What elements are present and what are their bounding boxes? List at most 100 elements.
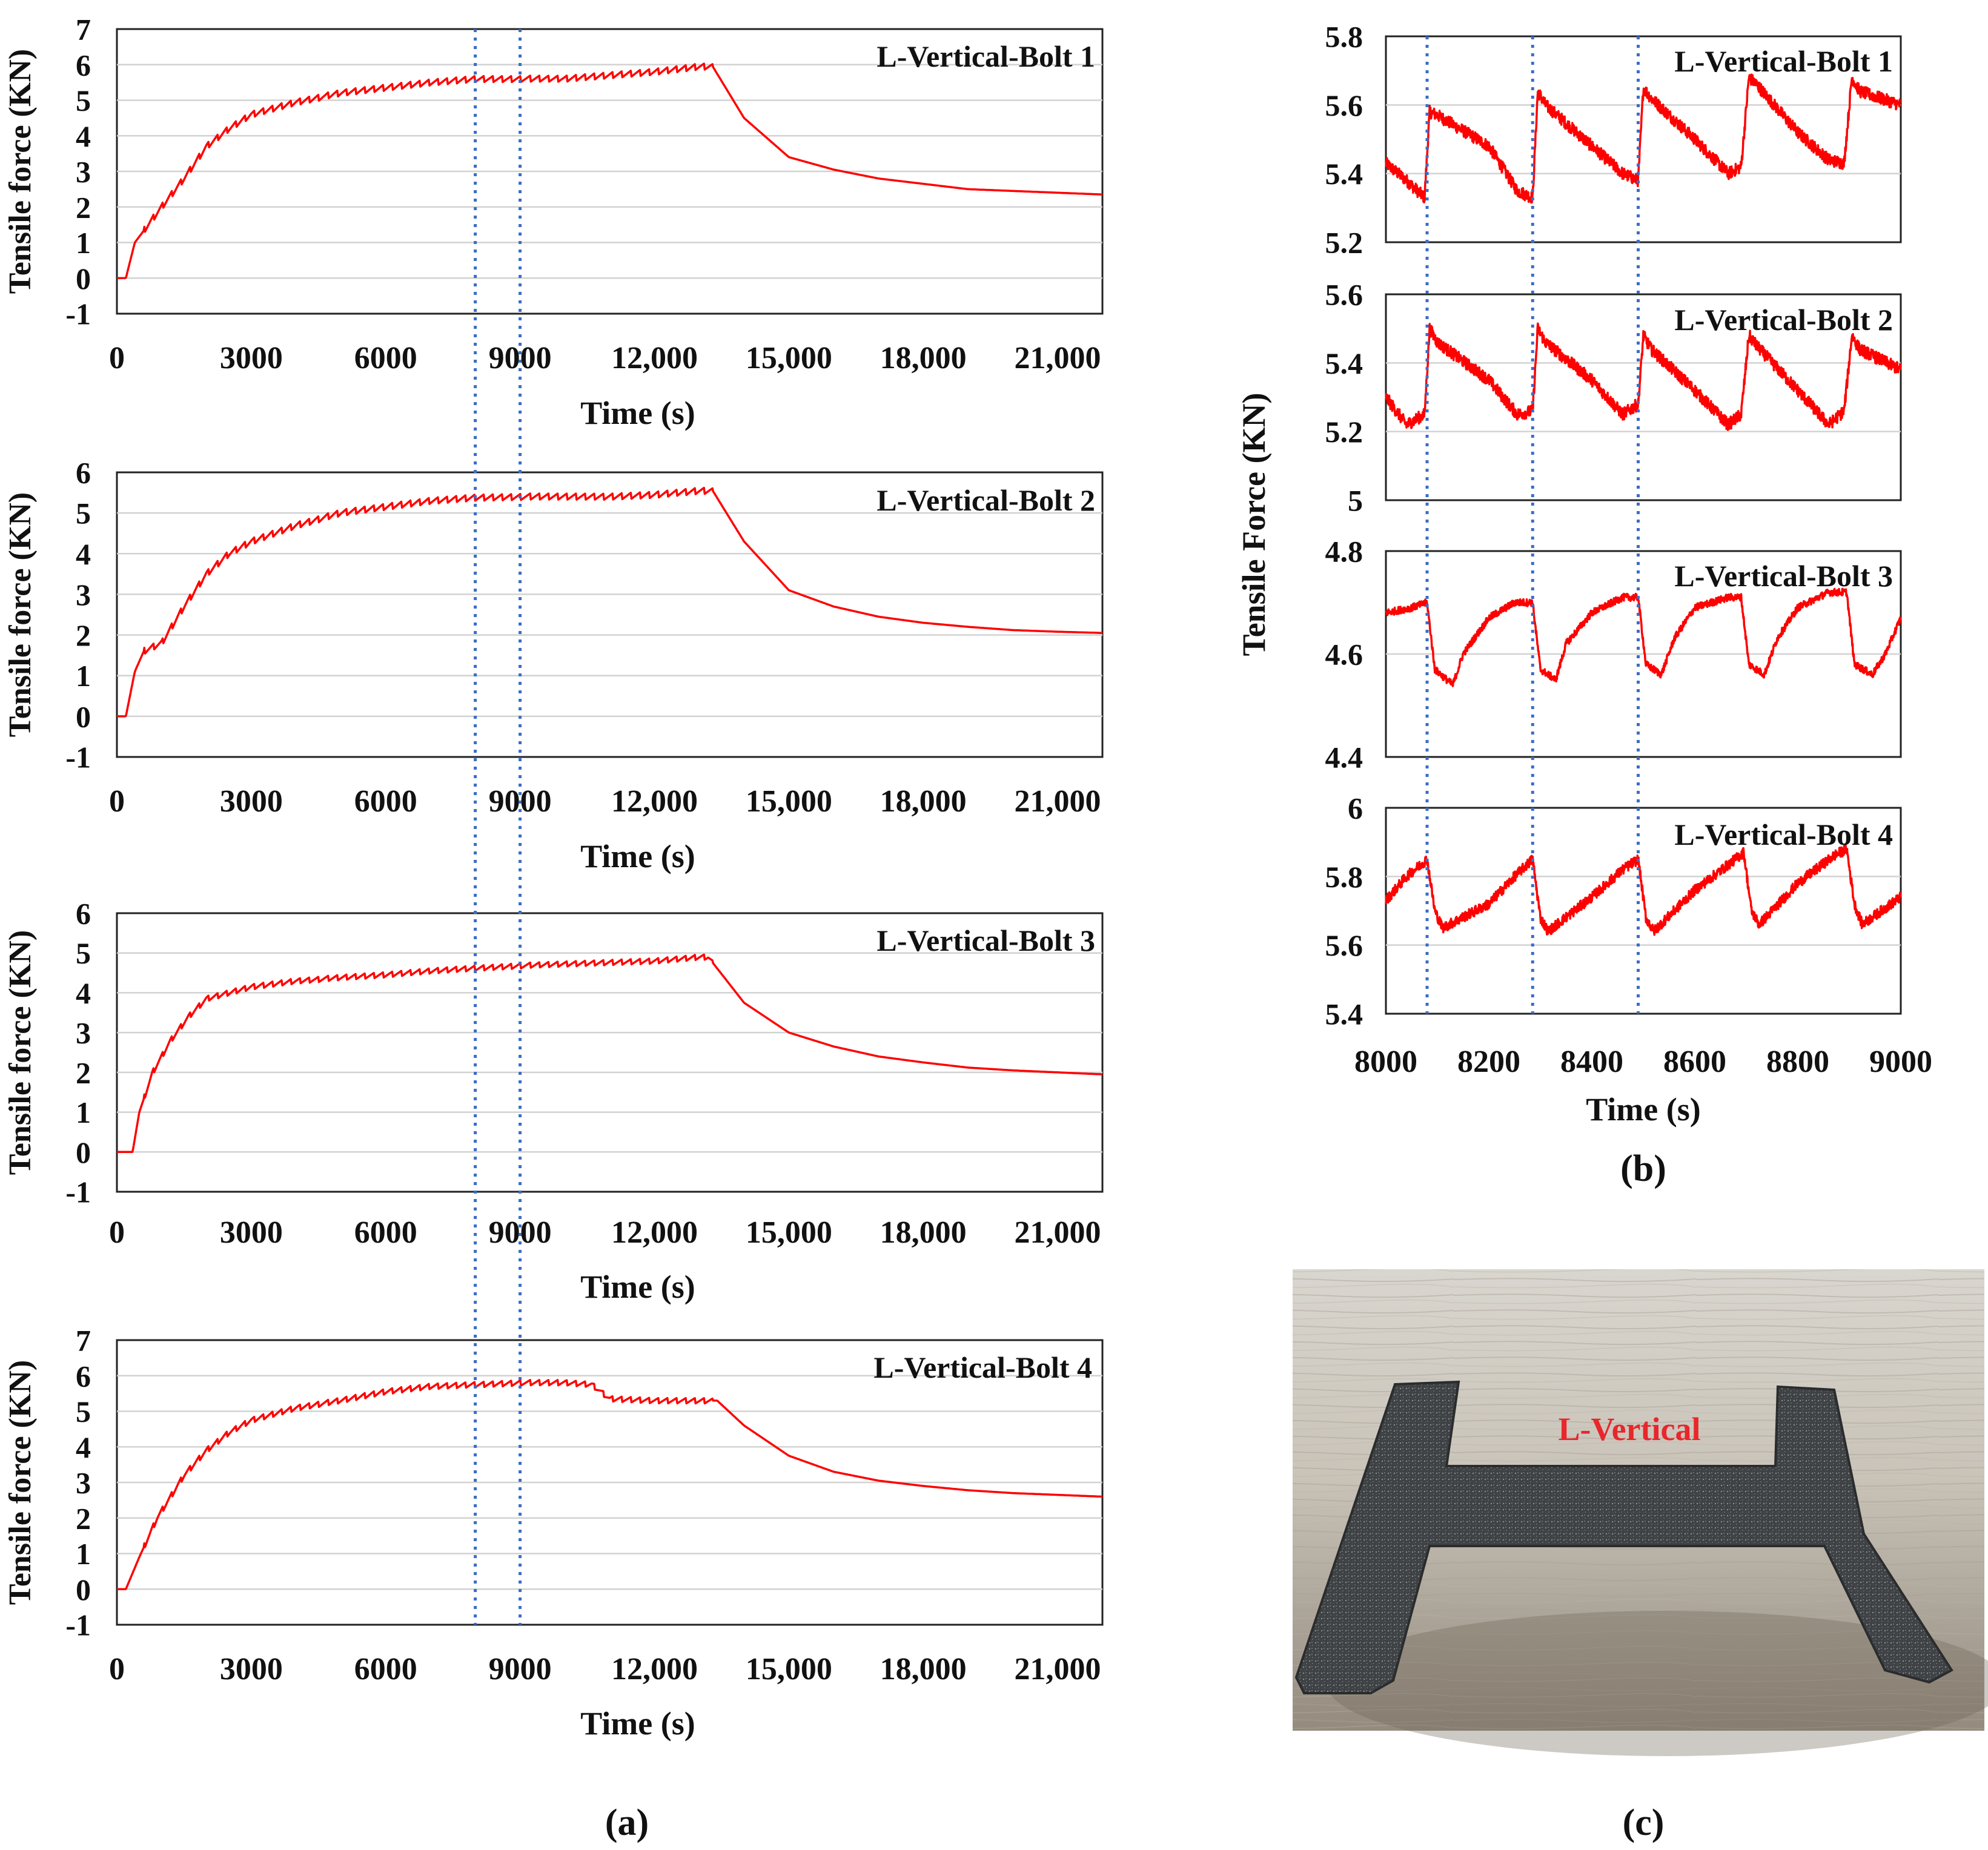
y-tick-label: 5 [1348, 484, 1363, 518]
y-tick-label: 5.6 [1325, 928, 1363, 962]
y-tick-label: 0 [76, 1135, 91, 1169]
y-tick-label: 4 [76, 1430, 91, 1464]
y-tick-label: 5.4 [1325, 997, 1363, 1031]
x-tick-label: 12,000 [611, 341, 698, 375]
x-tick-label: 15,000 [746, 1652, 832, 1686]
plot-frame [116, 471, 1104, 758]
chart-title: L-Vertical-Bolt 4 [1674, 818, 1893, 851]
chart-title: L-Vertical-Bolt 2 [1674, 303, 1893, 337]
x-tick-label: 18,000 [880, 1652, 967, 1686]
y-tick-label: 5.2 [1325, 415, 1363, 449]
x-tick-label: 0 [109, 1652, 125, 1686]
x-tick-label: 8000 [1354, 1045, 1417, 1079]
y-tick-label: 4.4 [1325, 741, 1363, 775]
x-tick-label: 15,000 [746, 1215, 832, 1250]
x-tick-label: 12,000 [611, 784, 698, 819]
panel-label-c: (c) [1623, 1802, 1665, 1843]
x-tick-label: 6000 [354, 1215, 417, 1250]
y-tick-label: -1 [65, 741, 91, 775]
y-tick-label: 3 [76, 155, 91, 189]
panel-label-a: (a) [605, 1802, 649, 1843]
x-tick-label: 0 [109, 784, 125, 819]
x-axis-label: Time (s) [580, 395, 695, 431]
h-shaped-specimen [1294, 1380, 1953, 1694]
x-tick-label: 9000 [489, 1652, 552, 1686]
x-tick-label: 8800 [1766, 1045, 1829, 1079]
x-tick-label: 21,000 [1015, 341, 1101, 375]
x-tick-label: 15,000 [746, 784, 832, 819]
x-tick-label: 12,000 [611, 1652, 698, 1686]
x-tick-label: 15,000 [746, 341, 832, 375]
x-axis-label: Time (s) [580, 838, 695, 874]
y-tick-label: -1 [65, 1175, 91, 1209]
x-axis-label: Time (s) [580, 1269, 695, 1305]
y-tick-label: 2 [76, 1055, 91, 1089]
y-tick-label: 2 [76, 1501, 91, 1535]
chart-a3: -1 0 1 2 3 4 5 6 0 3000 6000 9000 12,000 15,000 18,00… [3, 897, 1104, 1305]
y-tick-label: 4.6 [1325, 638, 1363, 672]
x-tick-label: 6000 [354, 341, 417, 375]
y-tick-label: 0 [76, 262, 91, 296]
y-tick-label: 4 [76, 119, 91, 153]
x-tick-label: 8600 [1663, 1045, 1726, 1079]
y-tick-label: 0 [76, 1573, 91, 1607]
y-tick-label: -1 [65, 297, 91, 331]
y-tick-label: 5.8 [1325, 860, 1363, 894]
y-tick-label: 1 [76, 226, 91, 260]
y-tick-label: 5 [76, 1395, 91, 1429]
y-tick-label: 1 [76, 1537, 91, 1571]
chart-title: L-Vertical-Bolt 2 [876, 483, 1095, 517]
chart-title: L-Vertical-Bolt 4 [873, 1350, 1092, 1384]
y-tick-label: 4.8 [1325, 535, 1363, 569]
y-tick-label: 5.2 [1325, 226, 1363, 260]
series-line [116, 953, 1103, 1154]
x-axis-label: Time (s) [1586, 1091, 1700, 1128]
y-tick-label: 7 [76, 1324, 91, 1358]
x-tick-label: 21,000 [1015, 1652, 1101, 1686]
x-tick-label: 21,000 [1015, 1215, 1101, 1250]
x-tick-label: 6000 [354, 784, 417, 819]
series-line [1385, 587, 1902, 687]
x-tick-label: 3000 [220, 784, 283, 819]
y-tick-label: 2 [76, 618, 91, 652]
y-axis-label: Tensile force (KN) [3, 930, 38, 1175]
photo-label: L-Vertical [1559, 1411, 1701, 1447]
y-axis-label: Tensile force (KN) [3, 492, 38, 737]
y-tick-label: 0 [76, 699, 91, 733]
y-tick-label: 3 [76, 578, 91, 612]
x-tick-label: 0 [109, 1215, 125, 1250]
y-tick-label: 5 [76, 497, 91, 530]
x-tick-label: 6000 [354, 1652, 417, 1686]
x-tick-label: 3000 [220, 1652, 283, 1686]
y-axis-label: Tensile force (KN) [3, 49, 38, 294]
series-line [1385, 73, 1902, 204]
y-tick-label: 6 [1348, 791, 1363, 825]
chart-b3: 4.4 4.6 4.8 L-Vertical-Bolt 3 [1325, 535, 1902, 775]
y-tick-label: 4 [76, 537, 91, 571]
chart-b2: 5 5.2 5.4 5.6 L-Vertical-Bolt 2 [1325, 278, 1902, 518]
x-tick-label: 3000 [220, 1215, 283, 1250]
y-tick-label: 6 [76, 456, 91, 490]
y-tick-label: 6 [76, 48, 91, 82]
y-tick-label: -1 [65, 1608, 91, 1642]
x-tick-label: 9000 [489, 1215, 552, 1250]
x-tick-label: 8400 [1560, 1045, 1623, 1079]
chart-title: L-Vertical-Bolt 3 [876, 923, 1095, 957]
series-line [116, 486, 1103, 718]
x-tick-label: 21,000 [1015, 784, 1101, 819]
y-tick-label: 1 [76, 659, 91, 693]
y-tick-label: 5.6 [1325, 278, 1363, 312]
panel-label-b: (b) [1620, 1148, 1666, 1189]
chart-title: L-Vertical-Bolt 3 [1674, 559, 1893, 593]
panel-b-y-axis-label: Tensile Force (KN) [1236, 393, 1272, 656]
y-tick-label: 5.6 [1325, 88, 1363, 122]
chart-title: L-Vertical-Bolt 1 [1674, 44, 1893, 78]
y-tick-label: 5.8 [1325, 20, 1363, 54]
y-tick-label: 5 [76, 936, 91, 970]
x-tick-label: 3000 [220, 341, 283, 375]
plot-frame [1385, 293, 1902, 501]
specimen-photo: L-Vertical [1293, 1269, 1988, 1756]
x-tick-label: 18,000 [880, 341, 967, 375]
